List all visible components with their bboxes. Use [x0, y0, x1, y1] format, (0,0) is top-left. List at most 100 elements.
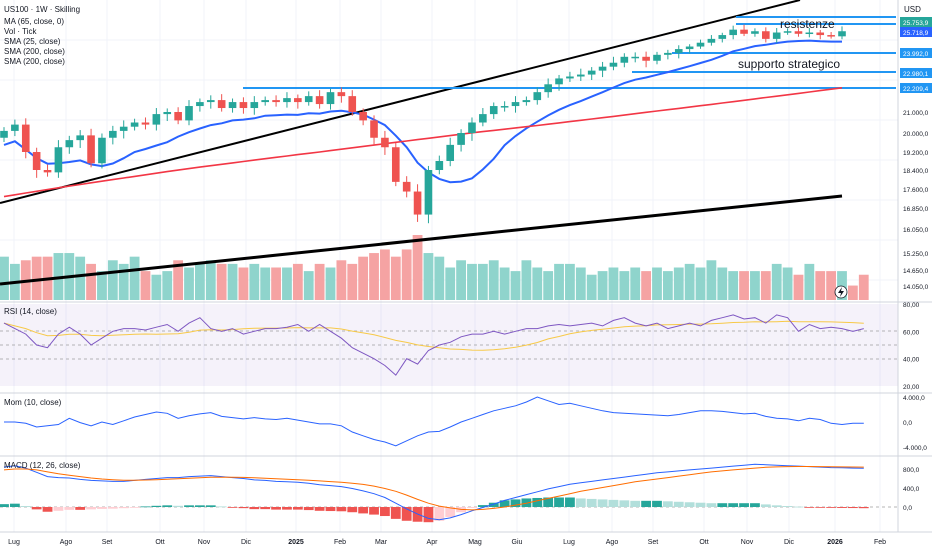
candle[interactable]: [794, 27, 803, 37]
candle[interactable]: [348, 90, 357, 116]
candle[interactable]: [435, 155, 444, 175]
candle[interactable]: [391, 142, 400, 187]
candle[interactable]: [424, 165, 433, 224]
candle[interactable]: [751, 28, 759, 37]
candle[interactable]: [783, 28, 792, 35]
candle[interactable]: [674, 45, 683, 59]
macd-hist-bar: [532, 497, 543, 507]
candle[interactable]: [522, 96, 531, 106]
candle[interactable]: [489, 102, 498, 119]
price-axis[interactable]: 14.050,0 14.650,0 15.250,0 16.050,0 16.850,0…: [900, 17, 932, 291]
macd-line[interactable]: [3, 463, 864, 521]
candle[interactable]: [457, 129, 465, 152]
candle[interactable]: [772, 27, 781, 44]
candle[interactable]: [76, 130, 84, 148]
candle[interactable]: [664, 49, 672, 60]
candle[interactable]: [685, 44, 694, 54]
candle[interactable]: [620, 53, 629, 68]
candle[interactable]: [587, 67, 596, 81]
momentum-line[interactable]: [4, 396, 864, 447]
signal-line[interactable]: [3, 466, 864, 511]
long-term-trendline[interactable]: [0, 194, 843, 286]
candle[interactable]: [653, 51, 661, 65]
sma200-line[interactable]: [3, 87, 843, 198]
time-tick: Ott: [699, 539, 708, 546]
candle[interactable]: [21, 118, 30, 159]
candle[interactable]: [511, 96, 520, 113]
candle[interactable]: [598, 61, 607, 78]
rsi-ma-line[interactable]: [3, 320, 864, 351]
candle[interactable]: [11, 119, 19, 137]
candle[interactable]: [337, 87, 346, 103]
candle[interactable]: [141, 117, 150, 130]
momentum-pane[interactable]: -4.000,0 0,0 4.000,0: [4, 395, 927, 452]
candle[interactable]: [261, 96, 270, 106]
candle[interactable]: [65, 135, 74, 154]
candle[interactable]: [196, 98, 204, 112]
rsi-pane[interactable]: 20,00 40,00 60,00 80,00: [3, 302, 920, 391]
candle[interactable]: [827, 32, 835, 39]
candle[interactable]: [0, 127, 8, 143]
candle[interactable]: [152, 108, 161, 131]
candle[interactable]: [838, 26, 846, 40]
candle[interactable]: [576, 68, 585, 81]
macd-hist-bar: [9, 503, 20, 507]
candle[interactable]: [217, 94, 226, 112]
candle[interactable]: [718, 32, 727, 43]
candle[interactable]: [479, 108, 487, 127]
candle[interactable]: [533, 87, 542, 105]
candle[interactable]: [468, 117, 476, 141]
candle[interactable]: [250, 96, 259, 115]
candle[interactable]: [359, 108, 367, 126]
time-axis[interactable]: Lug Ago Set Ott Nov Dic 2025 Feb Mar Apr Mag Giu Lug…: [8, 539, 886, 546]
candle[interactable]: [185, 100, 193, 126]
candle[interactable]: [370, 115, 378, 145]
lightning-icon[interactable]: [834, 285, 848, 299]
candle[interactable]: [163, 108, 172, 122]
candle[interactable]: [272, 95, 280, 107]
upper-trendline[interactable]: [0, 0, 801, 204]
candle[interactable]: [762, 27, 770, 43]
candle[interactable]: [326, 88, 335, 110]
macd-pane[interactable]: 0,0 400,0 800,0: [0, 463, 920, 523]
candle[interactable]: [816, 29, 825, 40]
candle[interactable]: [315, 90, 324, 109]
candle[interactable]: [740, 24, 748, 37]
candle[interactable]: [642, 51, 650, 68]
macd-hist-bar: [837, 507, 847, 508]
candle[interactable]: [609, 56, 618, 71]
candle[interactable]: [707, 35, 716, 46]
candle[interactable]: [119, 120, 128, 139]
candle[interactable]: [43, 164, 52, 177]
sma25-line[interactable]: [3, 39, 842, 184]
annotation-resistance[interactable]: resistenze: [780, 17, 835, 31]
candle[interactable]: [566, 71, 574, 82]
candle[interactable]: [98, 133, 106, 169]
candle[interactable]: [413, 184, 422, 222]
candle[interactable]: [130, 118, 139, 131]
candle[interactable]: [500, 101, 509, 112]
candle[interactable]: [228, 98, 237, 113]
candle[interactable]: [239, 97, 248, 114]
candle[interactable]: [446, 137, 455, 167]
candle[interactable]: [805, 27, 814, 38]
candle[interactable]: [729, 25, 737, 40]
candle[interactable]: [54, 140, 63, 178]
candle[interactable]: [381, 130, 389, 155]
candle[interactable]: [696, 39, 705, 49]
candle[interactable]: [174, 107, 182, 125]
candle[interactable]: [555, 74, 563, 91]
candle[interactable]: [206, 95, 215, 109]
annotation-support[interactable]: supporto strategico: [738, 57, 840, 71]
candle[interactable]: [109, 125, 117, 145]
candle[interactable]: [631, 52, 640, 63]
candle[interactable]: [294, 94, 302, 109]
candle[interactable]: [32, 147, 41, 178]
candle[interactable]: [87, 128, 95, 168]
candle[interactable]: [402, 176, 411, 198]
candle[interactable]: [544, 78, 552, 98]
rsi-line[interactable]: [3, 314, 864, 376]
candle[interactable]: [304, 91, 313, 106]
candle[interactable]: [283, 92, 291, 108]
